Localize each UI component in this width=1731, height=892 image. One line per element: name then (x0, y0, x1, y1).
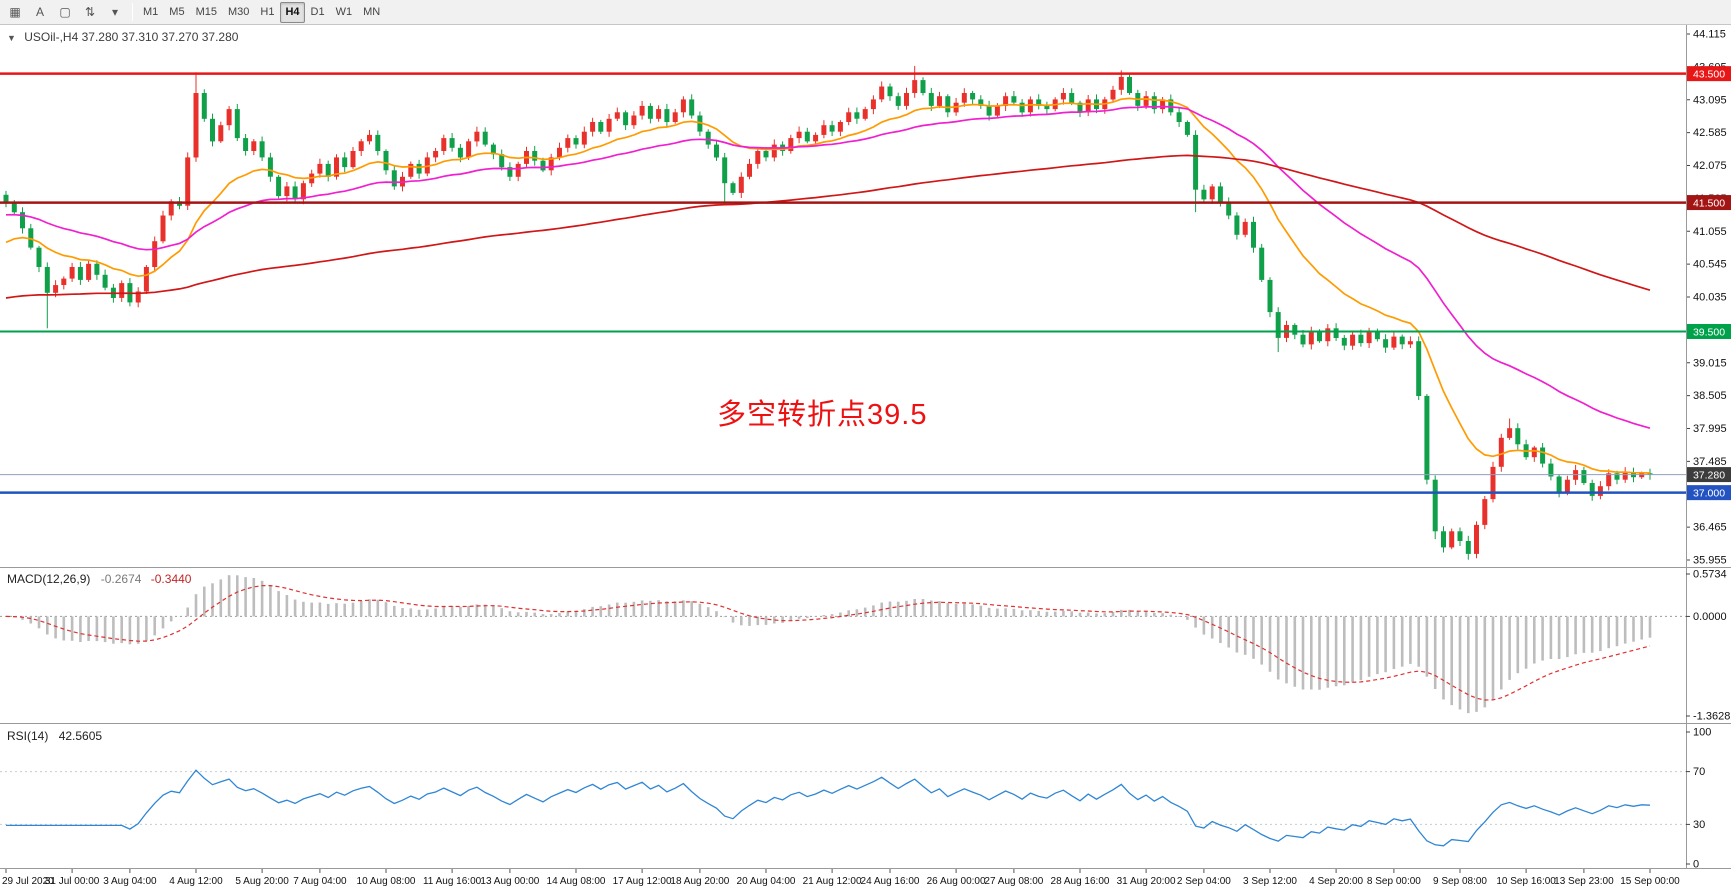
svg-text:3 Sep 12:00: 3 Sep 12:00 (1243, 876, 1297, 887)
chart-symbol-header: ▼ USOil-,H4 37.280 37.310 37.270 37.280 (7, 30, 238, 44)
dropdown-caret-icon[interactable]: ▾ (111, 5, 119, 19)
macd-signal-value: -0.3440 (150, 572, 192, 586)
chart-canvas[interactable]: 44.11543.60543.09542.58542.07541.56541.0… (0, 25, 1731, 892)
svg-text:43.500: 43.500 (1693, 68, 1725, 80)
svg-text:13 Aug 00:00: 13 Aug 00:00 (480, 876, 539, 887)
svg-text:36.465: 36.465 (1693, 522, 1727, 534)
collapse-chart-icon[interactable]: ▼ (7, 33, 16, 43)
svg-text:37.280: 37.280 (1693, 469, 1725, 481)
svg-text:100: 100 (1693, 727, 1711, 739)
svg-text:41.055: 41.055 (1693, 226, 1727, 238)
svg-text:17 Aug 12:00: 17 Aug 12:00 (613, 876, 672, 887)
svg-text:4 Sep 20:00: 4 Sep 20:00 (1309, 876, 1363, 887)
rsi-value: 42.5605 (58, 729, 103, 743)
chart-area[interactable]: 44.11543.60543.09542.58542.07541.56541.0… (0, 25, 1731, 892)
timeframe-button-h1[interactable]: H1 (260, 6, 275, 18)
timeframe-button-w1[interactable]: W1 (335, 6, 353, 18)
timeframe-button-mn[interactable]: MN (363, 6, 381, 18)
svg-text:9 Sep 08:00: 9 Sep 08:00 (1433, 876, 1487, 887)
svg-text:40.545: 40.545 (1693, 259, 1727, 271)
rsi-name: RSI(14) (7, 729, 49, 743)
toolbar: ▦ A ▢ ⇅ ▾ M1 M5 M15 M30 H1 H4 D1 W1 MN (0, 0, 1731, 25)
macd-name: MACD(12,26,9) (7, 572, 91, 586)
chart-annotation: 多空转折点39.5 (717, 399, 928, 431)
timeframe-button-m15[interactable]: M15 (195, 6, 217, 18)
svg-text:21 Aug 12:00: 21 Aug 12:00 (803, 876, 862, 887)
svg-text:41.500: 41.500 (1693, 197, 1725, 209)
svg-text:4 Aug 12:00: 4 Aug 12:00 (169, 876, 223, 887)
svg-text:3 Aug 04:00: 3 Aug 04:00 (103, 876, 157, 887)
timeframe-button-h4[interactable]: H4 (280, 1, 305, 23)
scale-tool-icon[interactable]: ⇅ (84, 5, 96, 19)
timeframe-button-d1[interactable]: D1 (310, 6, 325, 18)
timeframe-button-m1[interactable]: M1 (143, 6, 159, 18)
svg-text:31 Aug 20:00: 31 Aug 20:00 (1117, 876, 1176, 887)
svg-text:14 Aug 08:00: 14 Aug 08:00 (547, 876, 606, 887)
svg-text:37.485: 37.485 (1693, 456, 1727, 468)
svg-text:10 Sep 16:00: 10 Sep 16:00 (1496, 876, 1556, 887)
svg-text:26 Aug 00:00: 26 Aug 00:00 (927, 876, 986, 887)
svg-text:39.015: 39.015 (1693, 357, 1727, 369)
svg-text:7 Aug 04:00: 7 Aug 04:00 (293, 876, 347, 887)
svg-text:11 Aug 16:00: 11 Aug 16:00 (423, 876, 482, 887)
rsi-indicator-label: RSI(14) 42.5605 (7, 729, 102, 743)
svg-text:5 Aug 20:00: 5 Aug 20:00 (235, 876, 289, 887)
toolbar-separator (132, 3, 133, 21)
svg-text:27 Aug 08:00: 27 Aug 08:00 (984, 876, 1043, 887)
svg-text:20 Aug 04:00: 20 Aug 04:00 (737, 876, 796, 887)
svg-text:18 Aug 20:00: 18 Aug 20:00 (670, 876, 729, 887)
svg-text:8 Sep 00:00: 8 Sep 00:00 (1367, 876, 1421, 887)
svg-text:42.075: 42.075 (1693, 160, 1727, 172)
rectangle-tool-icon[interactable]: ▢ (59, 5, 71, 19)
svg-text:37.000: 37.000 (1693, 487, 1725, 499)
svg-text:13 Sep 23:00: 13 Sep 23:00 (1554, 876, 1614, 887)
svg-text:0: 0 (1693, 859, 1699, 871)
timeframe-button-m5[interactable]: M5 (169, 6, 185, 18)
text-annotation-tool-icon[interactable]: A (35, 5, 44, 19)
macd-indicator-label: MACD(12,26,9) -0.2674 -0.3440 (7, 572, 191, 586)
svg-text:44.115: 44.115 (1693, 29, 1726, 41)
svg-text:15 Sep 00:00: 15 Sep 00:00 (1620, 876, 1680, 887)
symbol-ohlc-text: USOil-,H4 37.280 37.310 37.270 37.280 (24, 30, 239, 44)
svg-text:0.0000: 0.0000 (1693, 611, 1727, 623)
svg-text:37.995: 37.995 (1693, 423, 1727, 435)
timeframe-button-m30[interactable]: M30 (227, 6, 250, 18)
svg-text:24 Aug 16:00: 24 Aug 16:00 (861, 876, 920, 887)
svg-text:2 Sep 04:00: 2 Sep 04:00 (1177, 876, 1231, 887)
svg-text:-1.3628: -1.3628 (1693, 711, 1730, 723)
svg-text:28 Aug 16:00: 28 Aug 16:00 (1051, 876, 1110, 887)
chart-window-icon[interactable]: ▦ (9, 5, 21, 19)
svg-text:31 Jul 00:00: 31 Jul 00:00 (45, 876, 100, 887)
svg-text:39.500: 39.500 (1693, 326, 1725, 338)
svg-text:29 Jul 2020: 29 Jul 2020 (2, 876, 54, 887)
svg-text:0.5734: 0.5734 (1693, 569, 1727, 581)
svg-text:42.585: 42.585 (1693, 127, 1727, 139)
macd-main-value: -0.2674 (100, 572, 142, 586)
svg-text:40.035: 40.035 (1693, 292, 1727, 304)
svg-text:30: 30 (1693, 819, 1705, 831)
svg-text:38.505: 38.505 (1693, 390, 1727, 402)
svg-text:35.955: 35.955 (1693, 555, 1727, 567)
svg-text:70: 70 (1693, 766, 1705, 778)
svg-text:10 Aug 08:00: 10 Aug 08:00 (357, 876, 416, 887)
svg-text:43.095: 43.095 (1693, 94, 1727, 106)
